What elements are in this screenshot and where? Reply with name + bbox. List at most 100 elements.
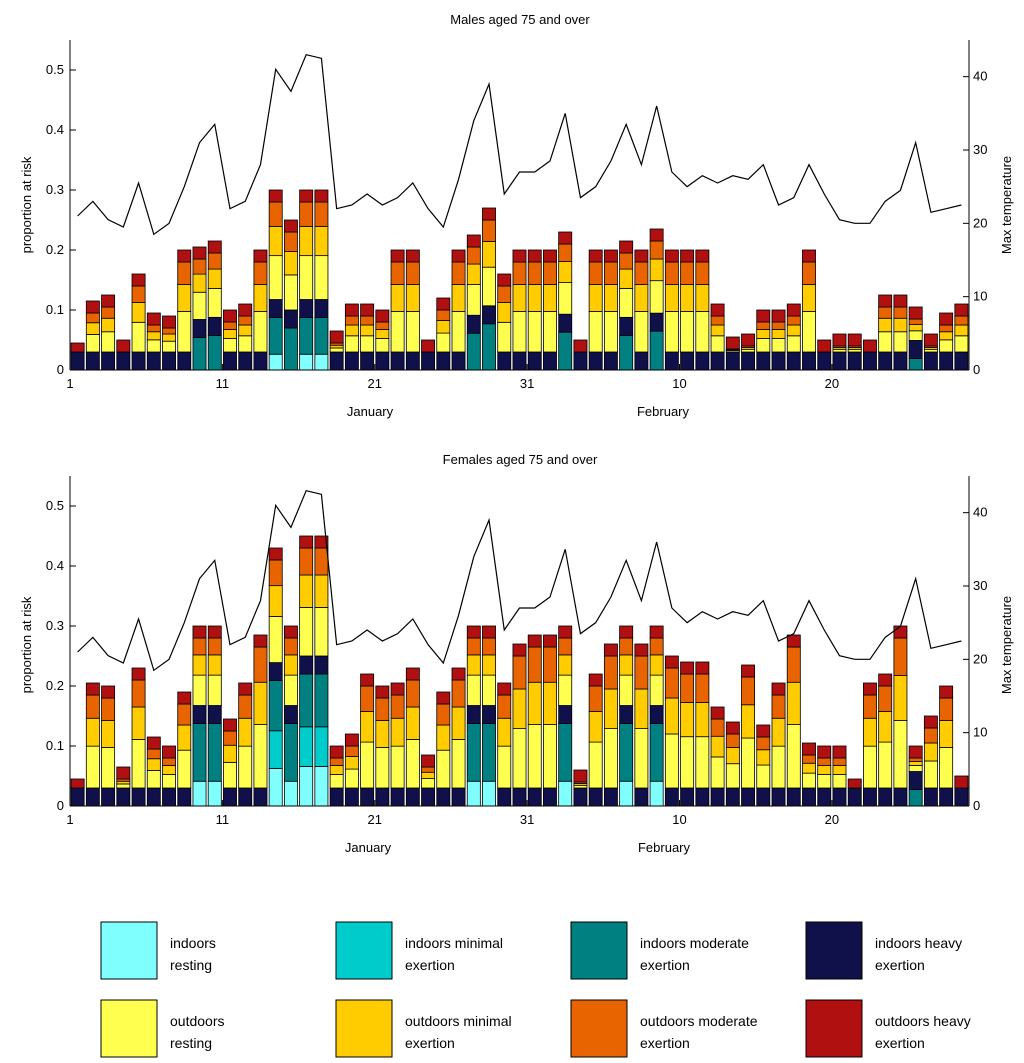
bar-segment-outdoors-resting bbox=[588, 741, 603, 789]
bar-segment-outdoors-heavy bbox=[299, 535, 314, 549]
bar bbox=[451, 667, 466, 807]
bar bbox=[329, 745, 344, 807]
bar-segment-outdoors-moderate bbox=[619, 637, 634, 656]
bar-segment-indoors-heavy bbox=[725, 351, 740, 371]
bar-segment-outdoors-heavy bbox=[695, 661, 710, 675]
bar-segment-outdoors-resting bbox=[405, 739, 420, 789]
bar-segment-outdoors-heavy bbox=[771, 682, 786, 696]
bar-segment-indoors-heavy bbox=[85, 351, 100, 371]
y-tick-label: 0 bbox=[57, 798, 64, 813]
bar-segment-indoors-heavy bbox=[664, 351, 679, 371]
bar bbox=[893, 625, 908, 807]
bar-segment-outdoors-resting bbox=[451, 739, 466, 789]
bar-segment-outdoors-moderate bbox=[527, 261, 542, 285]
bar-segment-outdoors-minimal bbox=[878, 317, 893, 333]
bar-segment-outdoors-minimal bbox=[497, 717, 512, 747]
bar-segment-outdoors-minimal bbox=[253, 681, 268, 725]
legend-label: resting bbox=[170, 957, 212, 973]
bar-segment-outdoors-moderate bbox=[619, 252, 634, 270]
y-tick-label: 0.2 bbox=[46, 242, 64, 257]
bar-segment-outdoors-resting bbox=[344, 768, 359, 789]
bar-segment-indoors-heavy bbox=[421, 787, 436, 807]
bar bbox=[146, 312, 161, 371]
bar-segment-outdoors-moderate bbox=[283, 231, 298, 252]
bar-segment-indoors-heavy bbox=[741, 351, 756, 371]
bar-segment-outdoors-minimal bbox=[162, 765, 176, 775]
bar-segment-outdoors-moderate bbox=[680, 261, 695, 285]
bar-segment-outdoors-resting bbox=[238, 745, 253, 789]
bar-segment-indoors-heavy bbox=[329, 351, 344, 371]
bar-segment-outdoors-resting bbox=[238, 335, 253, 353]
bar bbox=[619, 240, 634, 371]
bar-segment-outdoors-resting bbox=[908, 765, 923, 772]
y2-tick-label: 10 bbox=[973, 725, 987, 740]
bar-segment-outdoors-resting bbox=[466, 674, 481, 706]
bar-segment-indoors-resting bbox=[619, 780, 634, 807]
bar bbox=[466, 625, 481, 807]
bar-segment-outdoors-resting bbox=[558, 282, 573, 315]
bar-segment-outdoors-heavy bbox=[314, 189, 329, 203]
bar-segment-indoors-heavy bbox=[954, 351, 969, 371]
bar-segment-outdoors-heavy bbox=[344, 303, 359, 317]
bar-segment-indoors-resting bbox=[558, 780, 573, 807]
bar-segment-outdoors-resting bbox=[619, 674, 634, 706]
bar-segment-outdoors-heavy bbox=[238, 682, 253, 696]
y2-tick-label: 10 bbox=[973, 289, 987, 304]
bar-segment-outdoors-minimal bbox=[223, 744, 237, 763]
bar-segment-outdoors-minimal bbox=[375, 329, 390, 339]
bar bbox=[802, 249, 816, 371]
bar-segment-outdoors-moderate bbox=[451, 261, 466, 285]
bar-segment-outdoors-heavy bbox=[634, 249, 649, 263]
bar-segment-outdoors-resting bbox=[253, 311, 268, 353]
bar-segment-indoors-heavy bbox=[192, 705, 207, 724]
bar-segment-outdoors-heavy bbox=[253, 249, 268, 263]
bar-segment-outdoors-heavy bbox=[344, 733, 359, 747]
bar-segment-indoors-heavy bbox=[360, 351, 375, 371]
bar-segment-indoors-heavy bbox=[299, 299, 314, 318]
bar-segment-indoors-heavy bbox=[451, 787, 466, 807]
bar-segment-outdoors-heavy bbox=[786, 303, 801, 317]
bar-segment-outdoors-resting bbox=[177, 749, 192, 789]
bar bbox=[207, 625, 222, 807]
bar-segment-outdoors-minimal bbox=[710, 735, 725, 758]
bar-segment-indoors-resting bbox=[314, 766, 329, 807]
y-tick-label: 0.3 bbox=[46, 618, 64, 633]
bar-segment-outdoors-heavy bbox=[741, 664, 756, 678]
bar bbox=[116, 339, 131, 371]
bar-segment-indoors-heavy bbox=[802, 787, 816, 807]
bar-segment-outdoors-heavy bbox=[893, 625, 908, 639]
bar-segment-indoors-heavy bbox=[680, 787, 695, 807]
legend-item-indoors-minimal: indoors minimal exertion bbox=[335, 921, 503, 980]
bar bbox=[192, 625, 207, 807]
bar-segment-indoors-moderate bbox=[268, 317, 283, 355]
females-chart: Females aged 75 and over proportion at r… bbox=[19, 452, 1014, 855]
y-tick-label: 0.5 bbox=[46, 62, 64, 77]
bar bbox=[619, 625, 634, 807]
bar-segment-outdoors-minimal bbox=[207, 654, 222, 676]
bar-segment-outdoors-moderate bbox=[786, 646, 801, 683]
bar-segment-outdoors-minimal bbox=[558, 261, 573, 284]
bar-segment-outdoors-minimal bbox=[954, 324, 969, 337]
bar-segment-outdoors-heavy bbox=[390, 682, 405, 696]
bar-segment-outdoors-moderate bbox=[146, 748, 161, 760]
bar-segment-indoors-heavy bbox=[725, 787, 740, 807]
bar-segment-outdoors-moderate bbox=[360, 685, 375, 712]
bar-segment-indoors-heavy bbox=[695, 351, 710, 371]
bar-segment-outdoors-moderate bbox=[771, 694, 786, 719]
bar-segment-outdoors-heavy bbox=[207, 240, 222, 254]
bar-segment-indoors-heavy bbox=[634, 351, 649, 371]
bar-segment-outdoors-heavy bbox=[649, 228, 664, 242]
bar-segment-outdoors-moderate bbox=[923, 727, 938, 744]
bar bbox=[817, 339, 832, 371]
bar-segment-indoors-heavy bbox=[802, 351, 816, 371]
bar-segment-outdoors-heavy bbox=[756, 724, 771, 738]
bar-segment-outdoors-heavy bbox=[101, 294, 116, 308]
legend-label: exertion bbox=[405, 1035, 455, 1051]
bar-segment-indoors-heavy bbox=[405, 787, 420, 807]
bar-segment-indoors-minimal bbox=[268, 730, 283, 769]
bar-segment-outdoors-moderate bbox=[771, 321, 786, 330]
bar bbox=[329, 330, 344, 371]
y-tick-label: 0.4 bbox=[46, 558, 64, 573]
bar-segment-outdoors-moderate bbox=[268, 559, 283, 587]
y-tick-label: 0.3 bbox=[46, 182, 64, 197]
